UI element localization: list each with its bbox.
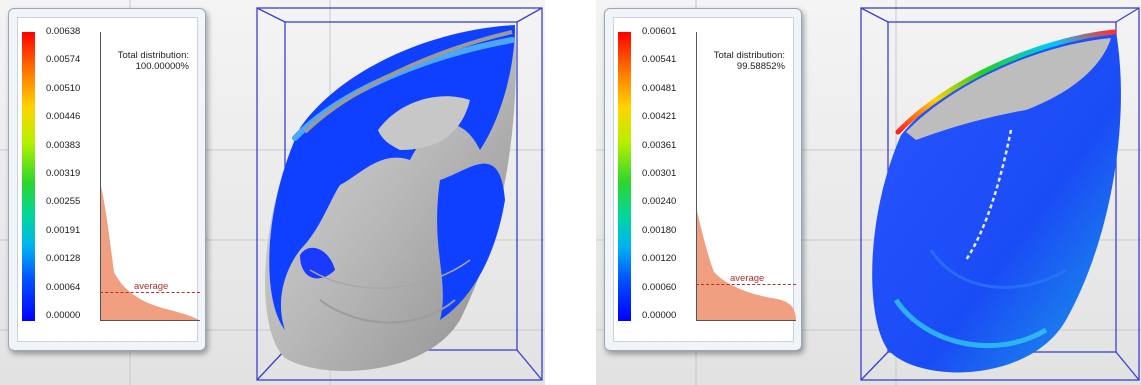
histogram-axis <box>696 32 697 321</box>
tick-label: 0.00361 <box>642 139 677 151</box>
average-line <box>100 292 200 293</box>
viewport-3d-left[interactable]: 0.00638 0.00574 0.00510 0.00446 0.00383 … <box>0 0 545 385</box>
shell-model-right <box>872 29 1121 373</box>
average-label: average <box>134 281 169 292</box>
color-scale-ticks: 0.00601 0.00541 0.00481 0.00421 0.00361 … <box>642 27 692 321</box>
tick-label: 0.00541 <box>642 54 677 66</box>
shell-model-left <box>265 25 516 371</box>
distribution-histogram: average <box>696 32 796 321</box>
tick-label: 0.00446 <box>46 111 81 123</box>
histogram-baseline <box>696 320 796 321</box>
tick-label: 0.00319 <box>46 167 81 179</box>
histogram-baseline <box>100 320 200 321</box>
deviation-legend-panel-left[interactable]: 0.00638 0.00574 0.00510 0.00446 0.00383 … <box>8 8 206 351</box>
distribution-title: Total distribution: 99.58852% <box>714 50 785 72</box>
scene-3d-left[interactable] <box>0 0 545 385</box>
tick-label: 0.00383 <box>46 139 81 151</box>
distribution-percentage: 99.58852% <box>736 61 785 72</box>
distribution-percentage: 100.00000% <box>135 61 189 72</box>
scene-3d-right[interactable] <box>596 0 1141 385</box>
histogram-graphic <box>696 207 796 321</box>
tick-label: 0.00120 <box>642 253 677 265</box>
tick-label: 0.00064 <box>46 281 81 293</box>
distribution-title-label: Total distribution: <box>117 50 189 61</box>
tick-label: 0.00481 <box>642 82 677 94</box>
tick-label: 0.00000 <box>46 309 81 321</box>
tick-label: 0.00574 <box>46 54 81 66</box>
tick-label: 0.00000 <box>642 309 677 321</box>
color-scale-bar <box>618 32 631 321</box>
distribution-title-label: Total distribution: <box>713 50 785 61</box>
average-line <box>696 284 796 285</box>
distribution-title: Total distribution: 100.00000% <box>118 50 189 72</box>
color-scale-ticks: 0.00638 0.00574 0.00510 0.00446 0.00383 … <box>46 27 96 321</box>
tick-label: 0.00240 <box>642 196 677 208</box>
histogram-graphic <box>100 182 200 321</box>
distribution-histogram: average <box>100 32 200 321</box>
average-label: average <box>730 273 765 284</box>
tick-label: 0.00180 <box>642 224 677 236</box>
tick-label: 0.00601 <box>642 26 677 37</box>
tick-label: 0.00060 <box>642 281 677 293</box>
tick-label: 0.00191 <box>46 224 81 236</box>
histogram-axis <box>100 32 101 321</box>
viewport-3d-right[interactable]: 0.00601 0.00541 0.00481 0.00421 0.00361 … <box>596 0 1141 385</box>
tick-label: 0.00421 <box>642 111 677 123</box>
tick-label: 0.00301 <box>642 167 677 179</box>
tick-label: 0.00638 <box>46 26 81 37</box>
tick-label: 0.00255 <box>46 196 81 208</box>
tick-label: 0.00510 <box>46 82 81 94</box>
deviation-legend-panel-right[interactable]: 0.00601 0.00541 0.00481 0.00421 0.00361 … <box>604 8 802 351</box>
legend-content-right: 0.00601 0.00541 0.00481 0.00421 0.00361 … <box>613 17 796 342</box>
tick-label: 0.00128 <box>46 253 81 265</box>
legend-content-left: 0.00638 0.00574 0.00510 0.00446 0.00383 … <box>17 17 200 342</box>
color-scale-bar <box>22 32 35 321</box>
